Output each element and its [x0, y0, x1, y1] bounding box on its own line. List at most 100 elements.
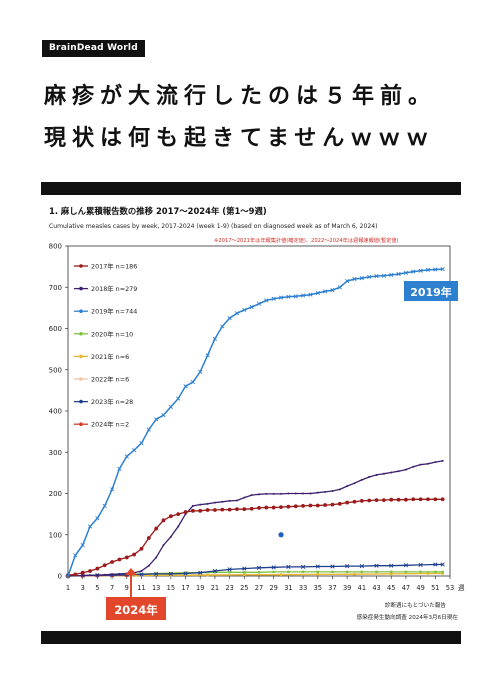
data-point — [316, 573, 319, 576]
x-tick-label: 49 — [416, 584, 424, 592]
data-point — [242, 566, 247, 571]
legend-label: 2022年 n=6 — [91, 375, 129, 384]
data-point — [411, 497, 416, 502]
data-point — [258, 493, 260, 496]
data-point — [308, 292, 313, 297]
legend-label: 2018年 n=279 — [91, 284, 137, 293]
headline: 麻疹が大流行したのは５年前。 現状は何も起きてませんｗｗｗ — [44, 76, 474, 160]
y-tick-label: 200 — [49, 490, 62, 498]
data-point — [368, 476, 371, 478]
data-point — [352, 499, 357, 504]
data-point — [381, 273, 387, 278]
data-point — [139, 572, 144, 577]
data-point — [198, 508, 203, 513]
data-point — [169, 571, 173, 575]
data-point — [330, 502, 335, 507]
data-point — [118, 572, 121, 575]
data-point — [80, 542, 85, 548]
data-point — [139, 546, 144, 551]
data-point — [375, 473, 378, 476]
data-point — [169, 573, 173, 577]
data-point — [337, 501, 342, 506]
data-point — [205, 353, 210, 358]
data-point — [390, 570, 393, 574]
data-point — [227, 507, 232, 512]
x-tick-label: 23 — [225, 584, 233, 592]
data-point — [359, 499, 364, 503]
x-tick-label: 39 — [343, 584, 351, 592]
data-point — [168, 571, 173, 577]
x-tick-label: 53 — [446, 584, 454, 592]
data-point — [213, 571, 217, 574]
data-point — [418, 268, 423, 273]
data-point — [177, 525, 180, 528]
legend-marker — [79, 309, 83, 314]
x-tick-label: 17 — [181, 584, 189, 592]
data-point — [168, 404, 173, 409]
data-point — [441, 572, 444, 575]
data-point — [330, 288, 335, 293]
data-point — [418, 497, 423, 502]
data-point — [206, 573, 209, 577]
data-point — [345, 500, 350, 505]
annotation-2019-label: 2019年 — [410, 285, 452, 299]
data-point — [293, 504, 298, 509]
data-point — [80, 570, 85, 575]
data-point — [111, 573, 114, 576]
data-point — [315, 503, 320, 508]
data-point — [154, 526, 159, 531]
data-point — [360, 478, 363, 481]
data-point — [300, 564, 306, 570]
data-point — [102, 563, 107, 568]
data-point — [243, 571, 246, 574]
data-point — [154, 417, 159, 422]
annotation-2024-box — [106, 597, 166, 620]
data-point — [286, 504, 291, 509]
x-tick-label: 47 — [402, 584, 410, 592]
data-point — [117, 466, 122, 471]
data-point — [109, 487, 115, 492]
data-point — [433, 562, 438, 567]
data-point — [382, 472, 385, 475]
data-point — [87, 524, 93, 529]
data-point — [73, 553, 78, 558]
y-tick-label: 800 — [49, 243, 62, 251]
data-point — [280, 492, 283, 495]
data-point — [440, 266, 445, 272]
data-point — [301, 503, 305, 508]
data-point — [419, 570, 422, 574]
data-point — [227, 316, 232, 321]
data-point — [375, 570, 378, 574]
data-point — [81, 574, 84, 577]
chart-note: ※2017～2021年は年報集計値(確定値)、2022～2024年は週報速報値(… — [214, 236, 399, 244]
data-point — [302, 492, 305, 495]
data-point — [146, 427, 151, 432]
x-tick-label: 31 — [284, 584, 292, 592]
legend-marker — [79, 399, 83, 404]
data-point — [404, 570, 408, 574]
x-tick-label: 35 — [314, 584, 322, 592]
data-point — [89, 574, 92, 577]
series-line — [67, 268, 443, 577]
data-point — [315, 564, 320, 569]
data-point — [330, 564, 335, 569]
data-point — [345, 563, 350, 569]
data-point — [374, 273, 379, 279]
data-point — [95, 566, 100, 571]
data-point — [257, 571, 261, 574]
footnote-2: 感染症発生動向調査 2024年3月6日現在 — [357, 613, 459, 621]
data-point — [235, 499, 238, 502]
data-point — [243, 573, 246, 576]
data-point — [140, 570, 143, 573]
data-point — [300, 293, 306, 298]
data-point — [338, 488, 341, 491]
data-point — [124, 555, 129, 560]
data-point — [441, 459, 444, 462]
data-point — [169, 535, 172, 538]
data-point — [213, 508, 217, 512]
x-tick-label: 45 — [387, 584, 395, 592]
data-point — [374, 498, 379, 502]
data-point — [433, 497, 438, 502]
data-point — [287, 492, 290, 495]
chart-title: 1. 麻しん累積報告数の推移 2017～2024年 (第1～9週) — [49, 206, 267, 216]
